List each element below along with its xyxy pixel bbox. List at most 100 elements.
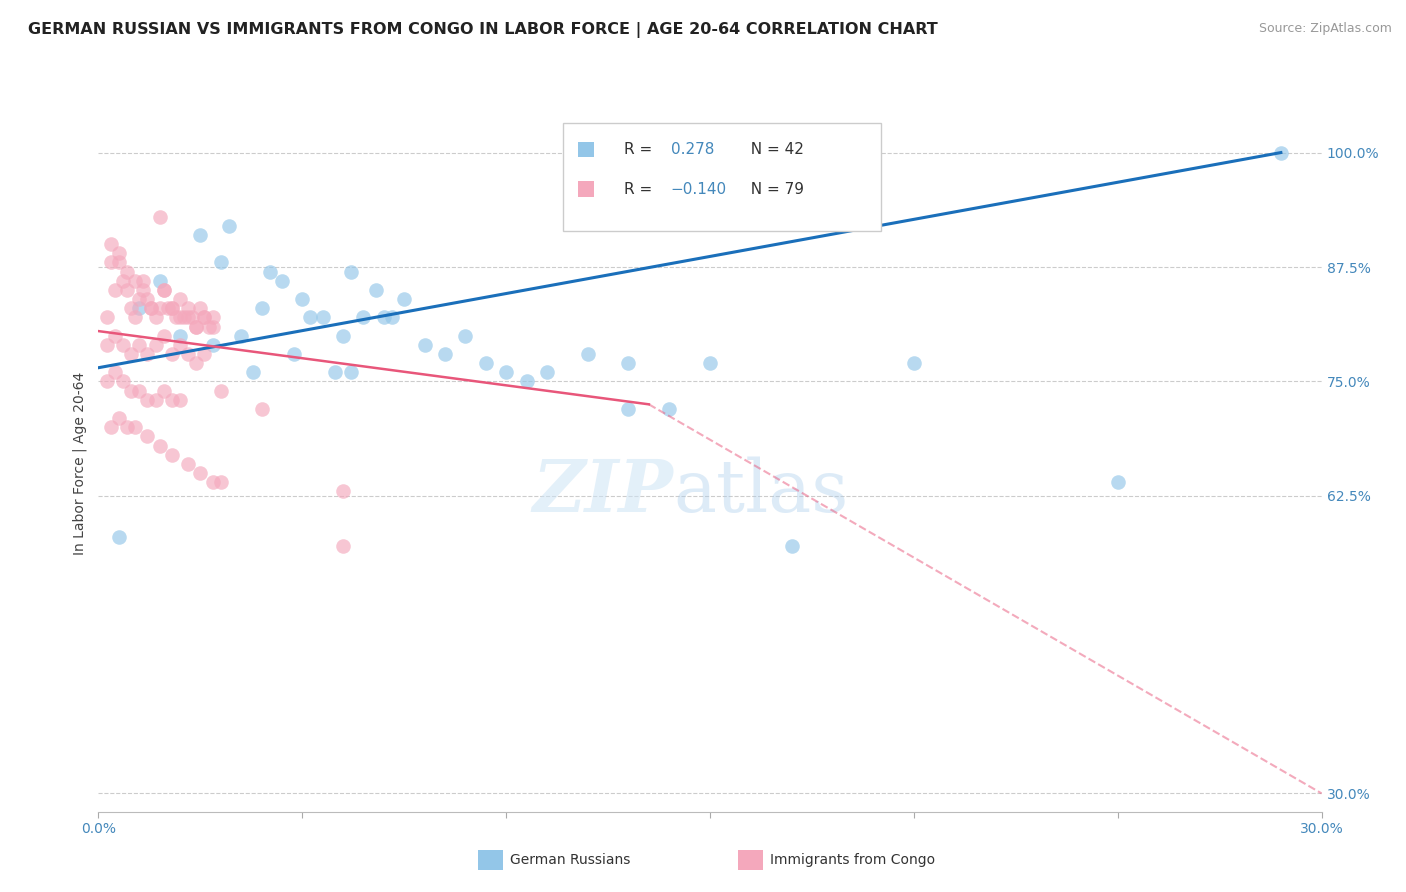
Point [188,466,212,480]
Point [136,347,159,361]
Point [536,365,558,379]
Point [201,319,224,334]
Point [160,392,183,407]
Point [128,301,150,316]
Point [283,347,305,361]
Point [332,484,354,499]
Point [332,328,354,343]
Point [323,365,346,379]
Point [188,227,212,242]
Point [352,310,374,325]
Point [100,255,122,269]
Point [617,356,640,370]
Point [108,246,131,260]
Point [780,539,803,553]
Y-axis label: In Labor Force | Age 20-64: In Labor Force | Age 20-64 [73,372,87,556]
Point [903,356,925,370]
Point [136,429,159,443]
Text: 0.278: 0.278 [671,142,714,157]
Point [259,264,281,278]
Point [332,539,354,553]
Point [165,310,187,325]
Point [120,384,142,398]
Point [169,338,191,352]
Point [1270,145,1292,160]
Point [108,255,131,269]
Text: N = 42: N = 42 [741,142,803,157]
Text: GERMAN RUSSIAN VS IMMIGRANTS FROM CONGO IN LABOR FORCE | AGE 20-64 CORRELATION C: GERMAN RUSSIAN VS IMMIGRANTS FROM CONGO … [28,22,938,38]
FancyBboxPatch shape [564,123,882,231]
Point [186,356,208,370]
Point [218,219,240,233]
Point [177,457,200,471]
Bar [578,142,595,157]
Point [136,392,159,407]
Point [658,401,681,416]
Point [152,384,174,398]
Point [100,420,122,434]
Point [1107,475,1129,490]
Text: Immigrants from Congo: Immigrants from Congo [770,853,935,867]
Point [152,283,174,297]
Point [120,301,142,316]
Point [299,310,322,325]
Point [193,347,215,361]
Point [104,365,127,379]
Point [169,392,191,407]
Point [128,384,150,398]
Point [381,310,404,325]
Point [115,420,138,434]
Point [124,274,146,288]
Bar [578,181,595,196]
Point [209,255,232,269]
Point [124,420,146,434]
Point [149,301,172,316]
Point [173,310,195,325]
Point [128,338,150,352]
Point [181,310,204,325]
Point [111,338,134,352]
Point [104,328,127,343]
Point [108,530,131,544]
Point [124,310,146,325]
Point [434,347,457,361]
Point [242,365,264,379]
Point [474,356,498,370]
Point [149,274,172,288]
Point [136,292,159,306]
Text: Source: ZipAtlas.com: Source: ZipAtlas.com [1258,22,1392,36]
Point [340,264,363,278]
Text: German Russians: German Russians [510,853,631,867]
Point [115,283,138,297]
Point [364,283,387,297]
Point [201,475,224,490]
Point [160,448,183,462]
Point [156,301,179,316]
Text: atlas: atlas [673,457,849,527]
Point [104,283,127,297]
Point [141,301,163,316]
Point [108,411,131,425]
Point [193,310,215,325]
Point [145,392,167,407]
Point [454,328,477,343]
Point [120,347,142,361]
Point [145,310,167,325]
Text: ZIP: ZIP [533,456,673,527]
Point [193,310,215,325]
Point [152,283,174,297]
Point [145,338,167,352]
Point [160,301,183,316]
Point [340,365,363,379]
Text: R =: R = [624,181,658,196]
Point [250,301,273,316]
Point [100,237,122,252]
Point [128,292,150,306]
Point [576,347,599,361]
Point [96,375,118,389]
Text: N = 79: N = 79 [741,181,804,196]
Point [250,401,273,416]
Point [152,328,174,343]
Point [617,401,640,416]
Point [188,301,212,316]
